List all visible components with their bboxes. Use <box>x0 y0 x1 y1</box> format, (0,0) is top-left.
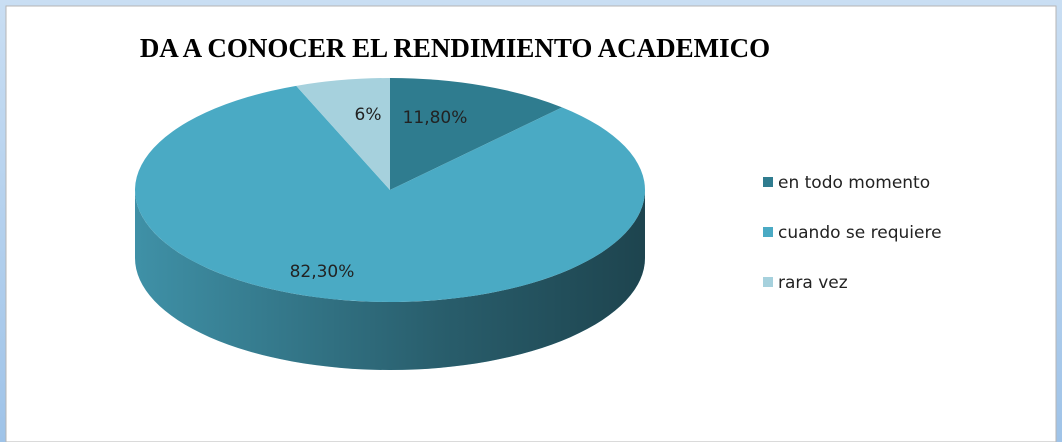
data-label: 11,80% <box>403 108 468 128</box>
slice <box>135 85 645 302</box>
slice <box>390 78 563 190</box>
legend: en todo momento cuando se requiere rara ve… <box>763 173 942 293</box>
legend-swatch <box>763 227 773 237</box>
data-label: 82,30% <box>290 262 355 282</box>
pie: 11,80% 82,30% 6% <box>135 78 645 370</box>
legend-swatch <box>763 277 773 287</box>
slice <box>296 78 390 190</box>
legend-label: cuando se requiere <box>778 223 942 243</box>
legend-label: en todo momento <box>778 173 930 193</box>
legend-label: rara vez <box>778 273 848 293</box>
slice-side-shade <box>135 190 645 370</box>
chart-title: DA A CONOCER EL RENDIMIENTO ACADEMICO <box>140 33 770 63</box>
legend-swatch <box>763 177 773 187</box>
data-label: 6% <box>355 105 382 125</box>
